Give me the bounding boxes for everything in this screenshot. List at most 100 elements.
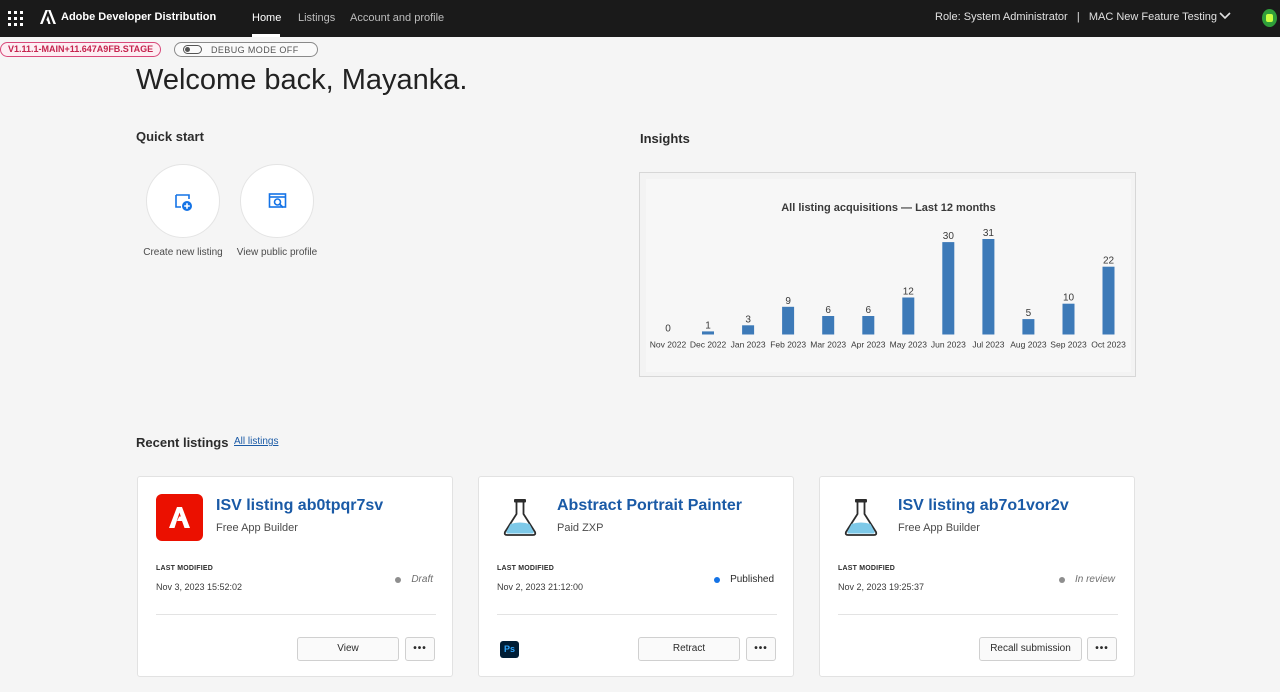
listing-title[interactable]: ISV listing ab0tpqr7sv [216,497,384,514]
adobe-logo-icon [156,494,203,541]
chart-x-tick-label: Mar 2023 [810,340,846,350]
listing-card: ISV listing ab0tpqr7sv Free App Builder … [137,476,453,677]
chart-data-label: 0 [665,324,671,335]
chart-bar [982,239,995,335]
chart-x-tick-label: Apr 2023 [851,340,886,350]
chart-x-tick-label: Sep 2023 [1050,340,1087,350]
status-dot-icon [1058,576,1065,583]
divider [497,614,777,615]
listing-title[interactable]: Abstract Portrait Painter [557,497,742,514]
top-navigation-bar: Adobe Developer Distribution Home Listin… [0,0,1280,37]
chart-x-tick-label: May 2023 [890,340,928,350]
last-modified-date: Nov 3, 2023 15:52:02 [156,582,243,592]
flask-icon [844,499,878,536]
listing-type: Paid ZXP [557,522,604,534]
status-text: Draft [411,574,433,585]
divider [838,614,1118,615]
status-badge: In review [1058,574,1115,585]
chevron-down-icon[interactable] [1219,11,1231,21]
flask-icon [503,499,537,536]
chart-bar [1022,319,1035,335]
chart-bar [862,316,875,335]
last-modified-label: LAST MODIFIED [838,565,896,572]
debug-mode-toggle[interactable]: DEBUG MODE OFF [174,42,318,57]
chart-data-label: 12 [903,287,915,298]
photoshop-app-icon: Ps [500,641,519,658]
recent-listings-title: Recent listings [136,435,229,450]
chart-x-tick-label: Jun 2023 [931,340,966,350]
chart-data-label: 5 [1026,308,1032,319]
recall-submission-button[interactable]: Recall submission [979,637,1082,661]
chart-data-label: 6 [825,305,831,316]
nav-active-indicator [252,34,280,37]
chart-x-tick-label: Jul 2023 [972,340,1004,350]
nav-listings[interactable]: Listings [298,12,336,24]
chart-data-label: 1 [705,320,711,331]
create-new-listing-button[interactable]: Create new listing [133,164,233,258]
status-text: In review [1074,574,1115,585]
insights-chart-card: All listing acquisitions — Last 12 month… [639,172,1136,377]
status-badge: Draft [395,574,433,585]
chart-bar [902,297,915,335]
nav-account-and-profile[interactable]: Account and profile [350,12,445,24]
status-badge: Published [714,574,774,585]
chart-bar [782,306,795,335]
chart-data-label: 31 [983,228,995,239]
last-modified-date: Nov 2, 2023 19:25:37 [838,582,925,592]
chart-x-tick-label: Nov 2022 [650,340,687,350]
chart-bar [942,242,955,335]
last-modified-label: LAST MODIFIED [156,565,214,572]
chart-x-tick-label: Oct 2023 [1091,340,1126,350]
create-listing-icon [175,194,192,211]
chart-data-label: 6 [865,305,871,316]
insights-title: Insights [640,131,690,146]
adobe-logo-icon [40,10,56,24]
last-modified-label: LAST MODIFIED [497,565,555,572]
app-switcher-icon[interactable] [8,11,23,26]
last-modified-date: Nov 2, 2023 21:12:00 [497,582,584,592]
chart-bar [1062,303,1075,335]
view-button[interactable]: View [297,637,399,661]
chart-data-label: 22 [1103,256,1115,267]
quick-action-circle[interactable] [146,164,220,238]
listing-type: Free App Builder [216,522,298,534]
all-listings-link[interactable]: All listings [234,436,279,447]
chart-x-tick-label: Dec 2022 [690,340,727,350]
listing-card: Abstract Portrait Painter Paid ZXP LAST … [478,476,794,677]
more-actions-button[interactable]: ••• [405,637,435,661]
acquisitions-bar-chart: 0 Nov 2022 1 Dec 2022 3 Jan 2023 9 Feb 2023 6 Mar… [650,228,1126,350]
chart-x-tick-label: Jan 2023 [731,340,766,350]
nav-home[interactable]: Home [252,12,282,24]
chart-area: All listing acquisitions — Last 12 month… [646,179,1131,372]
brand[interactable]: Adobe Developer Distribution [40,10,216,24]
chart-x-tick-label: Aug 2023 [1010,340,1047,350]
status-dot-icon [395,576,402,583]
chart-bar [822,316,835,335]
view-public-profile-button[interactable]: View public profile [227,164,327,258]
view-public-profile-label: View public profile [236,247,318,258]
chart-data-label: 3 [745,314,751,325]
listing-title[interactable]: ISV listing ab7o1vor2v [898,497,1069,514]
status-dot-icon [714,576,721,583]
retract-button[interactable]: Retract [638,637,740,661]
debug-mode-label: DEBUG MODE OFF [211,45,299,55]
quick-start-title: Quick start [136,129,204,144]
version-badge: V1.11.1-MAIN+11.647A9FB.STAGE [0,42,162,57]
role-org-selector[interactable]: Role: System Administrator | MAC New Fea… [935,11,1218,23]
chart-data-label: 10 [1063,293,1075,304]
chart-data-label: 9 [785,296,791,307]
more-actions-button[interactable]: ••• [1087,637,1117,661]
chart-x-tick-label: Feb 2023 [770,340,806,350]
chart-bar [702,331,714,335]
listing-type: Free App Builder [898,522,980,534]
more-actions-button[interactable]: ••• [746,637,776,661]
chart-bar [1102,266,1115,335]
brand-name: Adobe Developer Distribution [61,11,217,23]
chart-bar [742,325,755,335]
chart-data-label: 30 [943,231,955,242]
create-new-listing-label: Create new listing [143,247,223,258]
status-text: Published [730,574,774,585]
quick-action-circle[interactable] [240,164,314,238]
user-avatar[interactable] [1262,9,1277,27]
divider [156,614,436,615]
